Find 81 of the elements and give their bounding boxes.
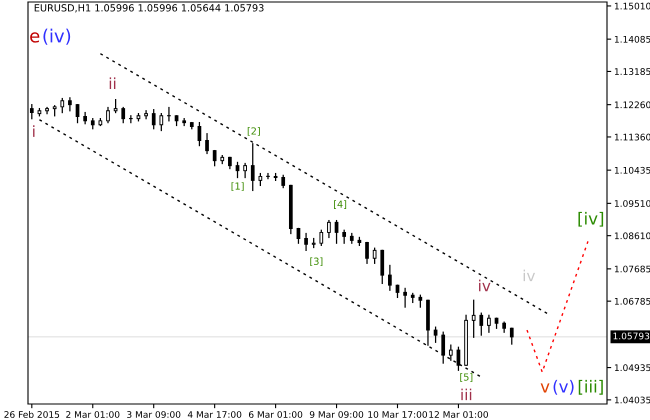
annotation: v	[540, 383, 550, 393]
candlestick	[396, 284, 400, 298]
candlestick	[174, 115, 178, 126]
candlestick	[365, 242, 369, 264]
candlestick	[281, 174, 286, 188]
candlestick	[258, 172, 262, 186]
x-tick-label: 2 Mar 01:00	[66, 411, 120, 418]
candlestick	[228, 156, 232, 170]
candlestick	[304, 232, 308, 252]
annotation: iv	[479, 280, 490, 292]
y-tick-label: 1.13185	[614, 68, 650, 76]
x-tick-label: 3 Mar 09:00	[127, 411, 180, 418]
candlestick	[90, 118, 95, 130]
candlestick	[441, 332, 446, 364]
x-tick-label: 9 Mar 09:00	[310, 411, 364, 418]
candlestick	[403, 288, 407, 308]
candlestick	[510, 328, 514, 345]
candlestick	[243, 162, 247, 178]
annotation: (v)	[554, 380, 574, 395]
candlestick	[312, 238, 316, 248]
candlestick	[296, 228, 300, 244]
candlestick	[128, 115, 133, 124]
candlestick	[182, 118, 186, 126]
candlestick	[152, 109, 156, 130]
candlestick	[434, 326, 438, 343]
x-tick-label: 10 Mar 17:00	[368, 411, 428, 418]
x-tick-label: 26 Feb 2015	[4, 410, 60, 418]
candlestick	[83, 112, 87, 124]
candlestick	[76, 104, 80, 124]
candlestick	[334, 220, 338, 244]
candlestick	[472, 300, 476, 338]
annotation: [3]	[310, 257, 322, 266]
annotation: [1]	[232, 182, 244, 191]
x-tick-label: 6 Mar 01:00	[248, 411, 302, 418]
x-tick-label: 4 Mar 17:00	[188, 411, 242, 418]
candlestick	[372, 248, 376, 264]
y-tick-label: 1.14085	[614, 36, 650, 43]
candlestick	[121, 106, 126, 124]
annotation: i	[33, 125, 34, 137]
candlestick	[319, 230, 324, 246]
candlestick	[114, 99, 118, 114]
ref-line-label: 1.05793	[614, 332, 650, 340]
annotation: (iv)	[43, 28, 70, 45]
candlestick	[350, 232, 354, 244]
candlestick	[448, 344, 453, 361]
candlestick	[479, 312, 484, 336]
annotation: e	[30, 32, 40, 43]
annotation: [iv]	[578, 212, 604, 227]
y-tick-label: 1.10435	[614, 166, 650, 174]
candlestick	[502, 322, 506, 333]
y-tick-label: 1.04935	[614, 364, 650, 372]
candlestick	[198, 122, 202, 146]
candlestick	[342, 230, 346, 244]
y-tick-label: 1.04035	[614, 396, 650, 404]
annotation: [5]	[460, 373, 472, 382]
annotation: ii	[110, 77, 116, 90]
candlestick	[487, 314, 491, 333]
candlestick	[167, 106, 171, 122]
chart-title: EURUSD,H1 1.05996 1.05996 1.05644 1.05793	[34, 4, 264, 13]
candlestick	[68, 97, 72, 112]
candlestick	[236, 162, 240, 178]
candlestick	[52, 105, 57, 116]
annotation: [2]	[248, 127, 260, 136]
y-tick-label: 1.07685	[614, 266, 650, 272]
annotation: [iii]	[578, 380, 603, 395]
candlestick	[250, 143, 255, 192]
candlestick	[159, 113, 164, 132]
candlestick	[456, 346, 460, 371]
candlestick	[410, 292, 415, 304]
candlestick	[388, 264, 392, 291]
y-tick-label: 1.06785	[614, 298, 650, 305]
candlestick	[205, 133, 209, 154]
candlestick	[494, 318, 498, 329]
x-tick-label: 12 Mar 01:00	[429, 411, 488, 418]
annotation: [4]	[334, 200, 346, 209]
candlestick	[212, 150, 217, 166]
candlestick	[60, 98, 64, 114]
candlestick	[418, 294, 422, 308]
candlestick	[106, 106, 110, 124]
annotation: iii	[461, 388, 472, 400]
candlestick	[327, 220, 331, 238]
